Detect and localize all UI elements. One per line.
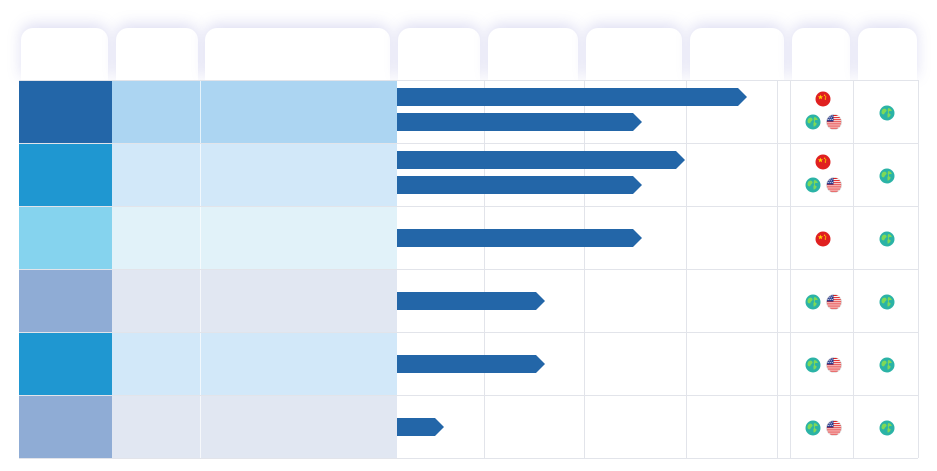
- table-row: [19, 143, 918, 206]
- chart-bar: [397, 418, 444, 436]
- globe-icon: [805, 177, 821, 193]
- row-tint-cell: [112, 143, 200, 206]
- globe-icon: [879, 420, 895, 436]
- row-divider: [19, 269, 918, 270]
- chart-bar: [397, 292, 545, 310]
- table-row: [19, 206, 918, 269]
- row-tint-cell: [112, 332, 200, 395]
- row-color-cell: [19, 143, 112, 206]
- row-tint-cell-wide: [200, 332, 397, 395]
- row-divider: [19, 206, 918, 207]
- us-flag-icon: [826, 114, 842, 130]
- column-divider: [584, 80, 585, 458]
- row-tint-cell-wide: [200, 80, 397, 143]
- row-color-cell: [19, 80, 112, 143]
- globe-icon: [879, 357, 895, 373]
- table-row: [19, 269, 918, 332]
- row-tint-cell-wide: [200, 143, 397, 206]
- header-col-8: [792, 28, 850, 80]
- header-col-3: [205, 28, 390, 80]
- row-divider: [19, 332, 918, 333]
- row-color-cell: [19, 395, 112, 458]
- column-divider: [686, 80, 687, 458]
- row-color-cell: [19, 332, 112, 395]
- header-col-6: [586, 28, 682, 80]
- column-divider: [853, 80, 854, 458]
- cn-flag-icon: [815, 231, 831, 247]
- globe-icon: [879, 105, 895, 121]
- row-tint-cell-wide: [200, 206, 397, 269]
- column-divider: [484, 80, 485, 458]
- table-row: [19, 395, 918, 458]
- globe-icon: [805, 114, 821, 130]
- row-color-cell: [19, 206, 112, 269]
- globe-icon: [879, 294, 895, 310]
- row-tint-cell: [112, 395, 200, 458]
- row-tint-cell: [112, 206, 200, 269]
- row-tint-cell-wide: [200, 269, 397, 332]
- cn-flag-icon: [815, 91, 831, 107]
- header-col-9: [858, 28, 917, 80]
- globe-icon: [805, 420, 821, 436]
- globe-icon: [805, 294, 821, 310]
- header-col-1: [21, 28, 108, 80]
- row-color-cell: [19, 269, 112, 332]
- chart-bar: [397, 355, 545, 373]
- header-col-5: [488, 28, 578, 80]
- chart-bar: [397, 88, 747, 106]
- globe-icon: [805, 357, 821, 373]
- table-row: [19, 332, 918, 395]
- row-divider: [19, 143, 918, 144]
- chart-bar: [397, 151, 685, 169]
- column-divider: [790, 80, 791, 458]
- column-divider: [918, 80, 919, 458]
- chart-bar: [397, 176, 642, 194]
- us-flag-icon: [826, 420, 842, 436]
- globe-icon: [879, 231, 895, 247]
- globe-icon: [879, 168, 895, 184]
- chart-bar: [397, 229, 642, 247]
- cn-flag-icon: [815, 154, 831, 170]
- us-flag-icon: [826, 357, 842, 373]
- column-divider: [777, 80, 778, 458]
- us-flag-icon: [826, 294, 842, 310]
- table-row: [19, 80, 918, 143]
- row-divider: [19, 458, 918, 459]
- header-col-4: [398, 28, 480, 80]
- header-col-2: [116, 28, 198, 80]
- row-divider: [19, 80, 918, 81]
- row-tint-cell: [112, 269, 200, 332]
- row-divider: [19, 395, 918, 396]
- header-col-7: [690, 28, 784, 80]
- us-flag-icon: [826, 177, 842, 193]
- row-tint-cell-wide: [200, 395, 397, 458]
- chart-bar: [397, 113, 642, 131]
- row-tint-cell: [112, 80, 200, 143]
